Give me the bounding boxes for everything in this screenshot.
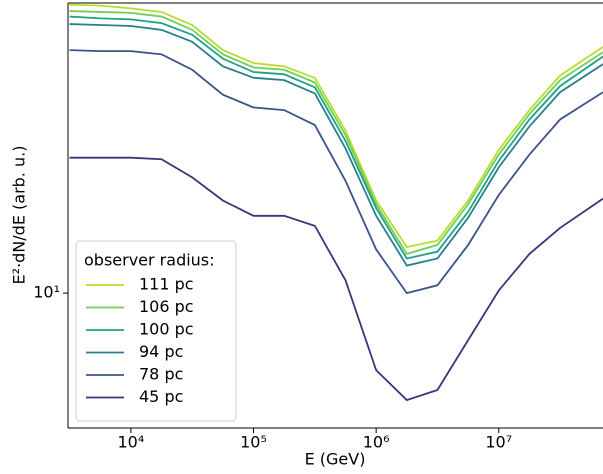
series-line <box>69 3 603 249</box>
x-tick-label: 10⁷ <box>485 433 512 452</box>
legend-label: 100 pc <box>139 320 194 339</box>
series-line <box>69 15 603 260</box>
series-line <box>69 23 603 267</box>
legend-label: 94 pc <box>139 342 183 361</box>
x-tick-label: 10⁶ <box>363 433 390 452</box>
x-tick-label: 10⁴ <box>117 433 144 452</box>
y-axis-label: E²·dN/dE (arb. u.) <box>10 146 29 285</box>
legend-title: observer radius: <box>84 251 215 270</box>
x-axis-label: E (GeV) <box>305 450 366 469</box>
legend-label: 78 pc <box>139 365 183 384</box>
y-tick-label: 10¹ <box>33 283 60 302</box>
legend-label: 45 pc <box>139 387 183 406</box>
plot-area <box>69 3 603 402</box>
legend-box <box>75 240 237 422</box>
series-line <box>69 10 603 255</box>
x-tick-label: 10⁵ <box>240 433 267 452</box>
legend-label: 111 pc <box>139 275 194 294</box>
legend-label: 106 pc <box>139 297 194 316</box>
legend: observer radius: 111 pc 106 pc 100 pc 94 pc… <box>75 240 237 422</box>
series-line <box>69 156 603 402</box>
series-line <box>69 49 603 295</box>
